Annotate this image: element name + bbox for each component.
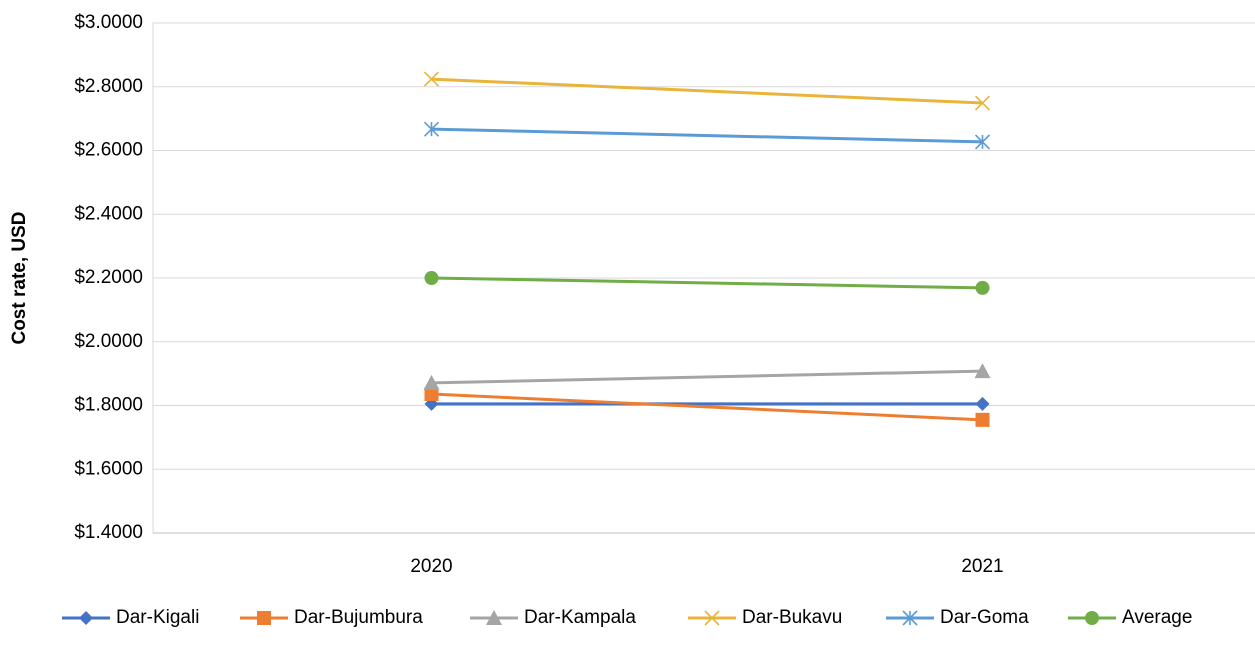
marker: [974, 134, 991, 150]
marker: [975, 396, 990, 411]
series-line: [431, 127, 983, 144]
legend-marker: [257, 611, 271, 625]
legend-label: Dar-Goma: [940, 607, 1029, 628]
y-tick-label: $2.8000: [74, 76, 143, 97]
legend-marker: [704, 610, 720, 626]
y-tick-label: $2.4000: [74, 203, 143, 224]
marker: [423, 121, 440, 137]
legend-label: Dar-Bujumbura: [294, 607, 423, 628]
x-tick-label: 2021: [961, 556, 1003, 577]
legend-label: Dar-Kampala: [524, 607, 636, 628]
y-tick-label: $1.4000: [74, 522, 143, 543]
marker: [424, 271, 439, 285]
marker: [975, 412, 990, 427]
marker: [974, 95, 991, 111]
y-tick-label: $2.2000: [74, 267, 143, 288]
marker: [423, 71, 440, 87]
x-tick-label: 2020: [410, 556, 452, 577]
series-line: [431, 392, 983, 422]
legend-label: Dar-Bukavu: [742, 607, 842, 628]
legend-label: Dar-Kigali: [116, 607, 199, 628]
y-tick-label: $2.0000: [74, 331, 143, 352]
series-line: [431, 369, 983, 385]
legend-marker: [1085, 611, 1099, 625]
y-axis-label: Cost rate, USD: [9, 211, 30, 344]
y-tick-label: $1.8000: [74, 395, 143, 416]
y-tick-label: $1.6000: [74, 458, 143, 479]
legend-marker: [902, 610, 918, 626]
y-tick-label: $2.6000: [74, 140, 143, 161]
legend-marker: [79, 611, 93, 625]
marker: [424, 387, 439, 402]
marker: [975, 280, 990, 295]
legend-marker: [486, 610, 502, 625]
series-line: [431, 77, 983, 105]
legend-label: Average: [1122, 607, 1192, 628]
y-tick-label: $3.0000: [74, 12, 143, 33]
marker: [423, 374, 440, 390]
marker: [974, 363, 991, 379]
series-line: [431, 276, 983, 290]
